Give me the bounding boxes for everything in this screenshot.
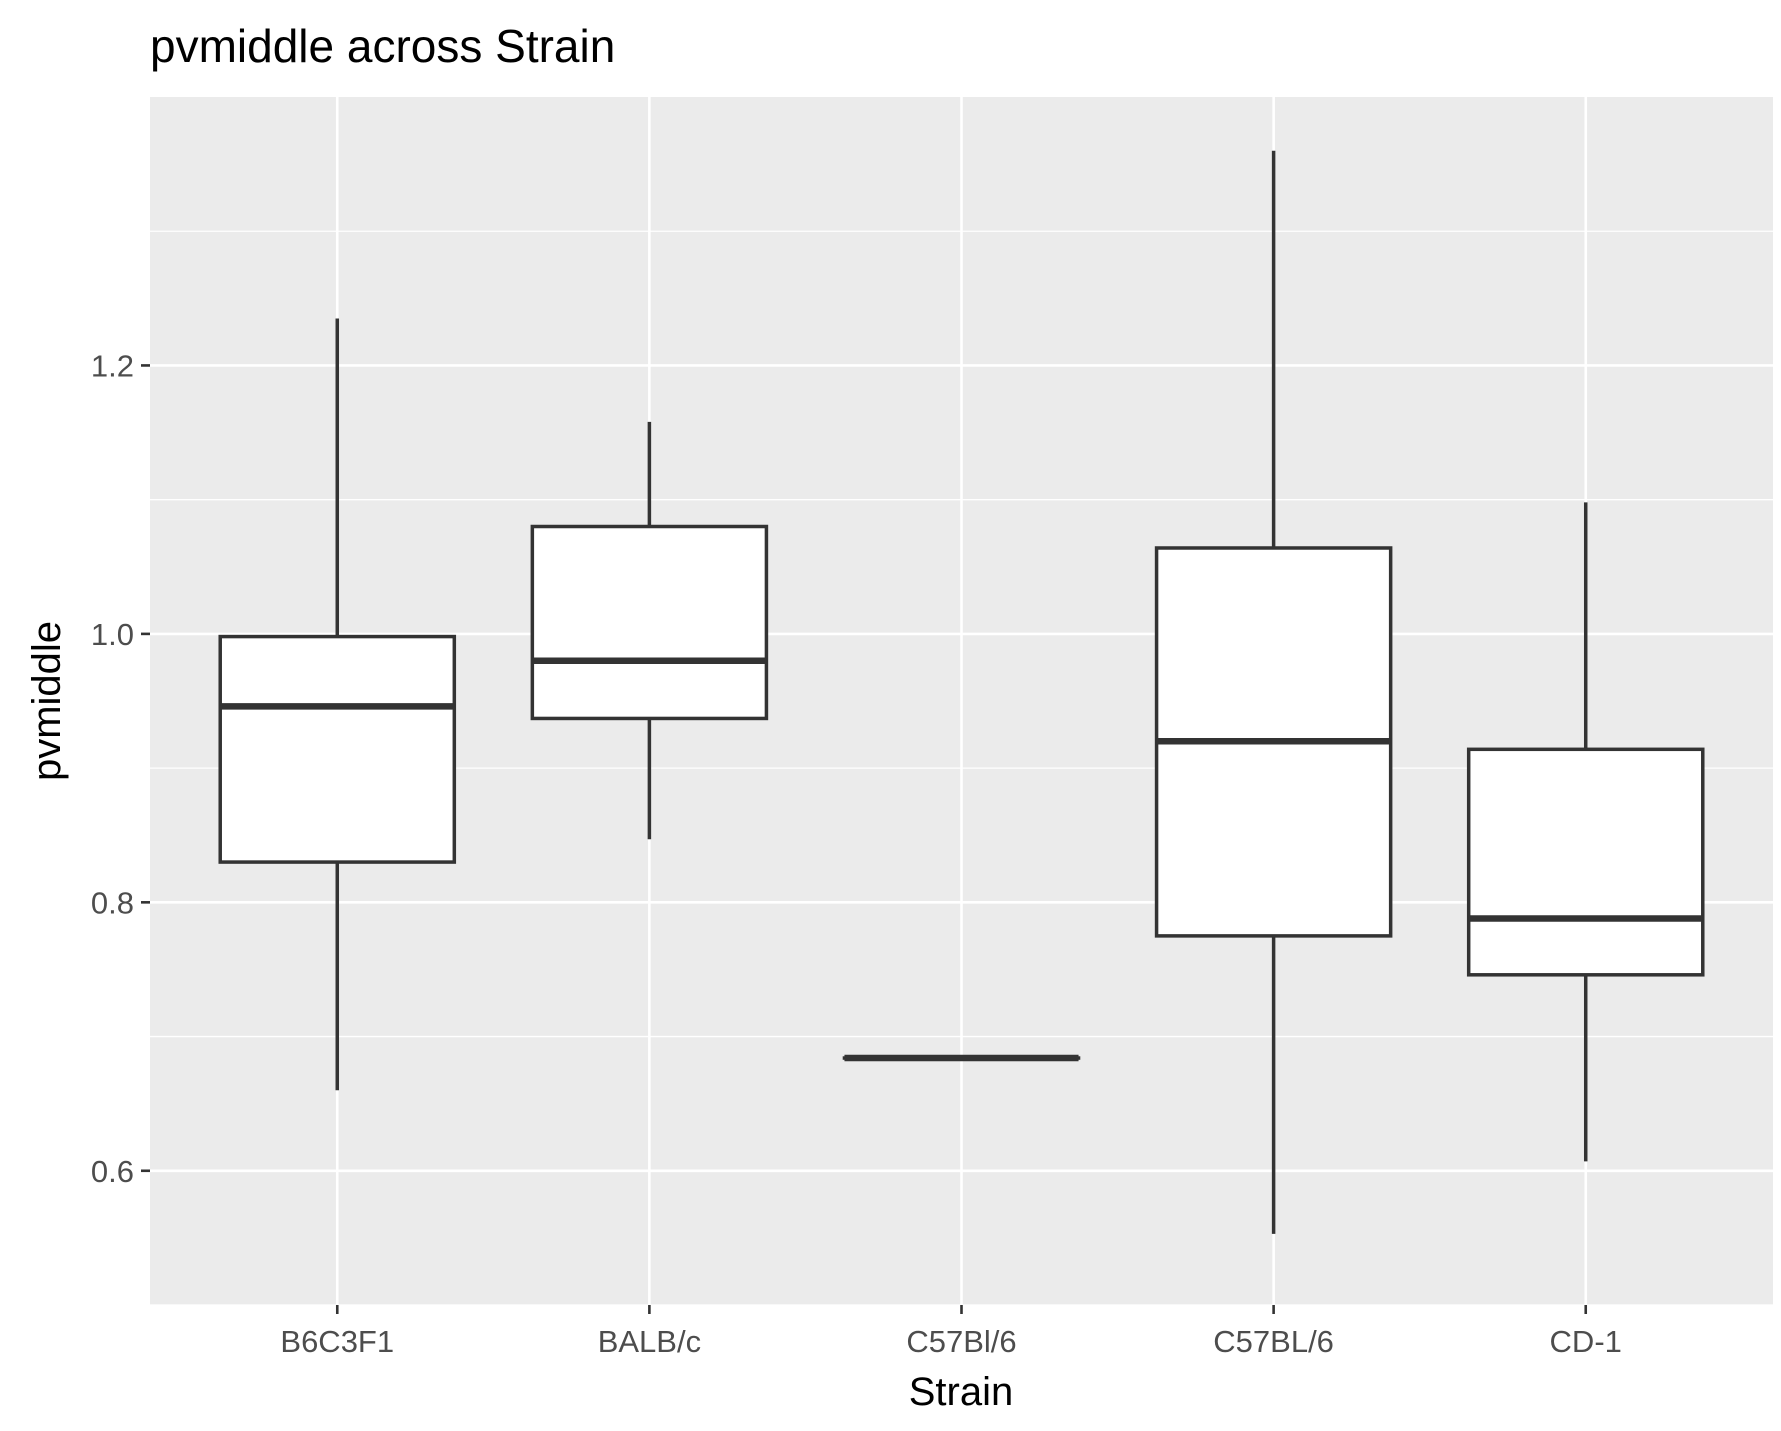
box-group: [218, 318, 457, 1091]
y-tick-label: 0.8: [91, 885, 134, 920]
y-tick-label: 0.6: [91, 1154, 134, 1189]
box: [218, 634, 457, 864]
x-tick-label: C57Bl/6: [906, 1324, 1016, 1359]
box-group: [530, 421, 769, 840]
chart-title: pvmiddle across Strain: [150, 20, 615, 72]
box-group: [1154, 150, 1393, 1234]
x-tick-label: CD-1: [1550, 1324, 1622, 1359]
box: [530, 524, 769, 721]
boxes: [218, 150, 1705, 1234]
x-axis-title: Strain: [909, 1370, 1014, 1414]
box: [1466, 747, 1705, 977]
x-tick-label: B6C3F1: [280, 1324, 394, 1359]
x-tick-label: C57BL/6: [1213, 1324, 1334, 1359]
y-axis: 0.6 0.8 1.0 1.2: [91, 348, 150, 1189]
x-axis: B6C3F1 BALB/c C57Bl/6 C57BL/6 CD-1: [280, 1305, 1622, 1359]
y-tick-label: 1.2: [91, 348, 134, 383]
x-tick-label: BALB/c: [598, 1324, 701, 1359]
y-axis-title: pvmiddle: [25, 621, 69, 781]
y-tick-label: 1.0: [91, 617, 134, 652]
box-group: [1466, 502, 1705, 1162]
